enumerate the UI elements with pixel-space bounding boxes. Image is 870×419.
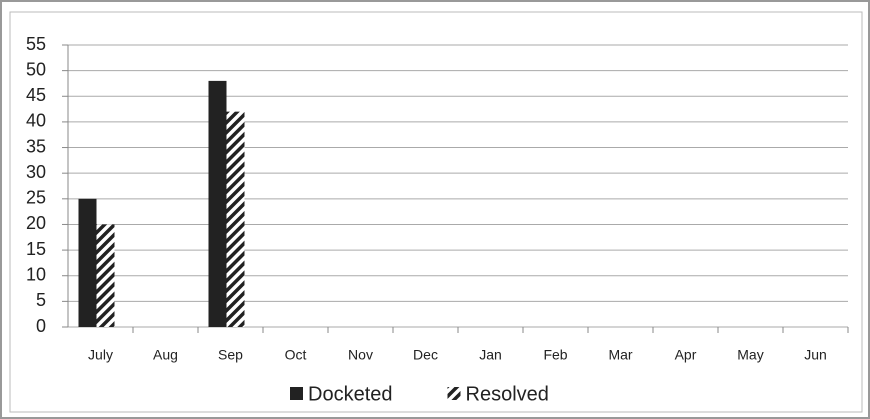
x-tick-label: Sep	[218, 347, 243, 363]
x-tick-label: July	[88, 347, 113, 363]
y-tick-label: 0	[36, 316, 46, 336]
bar	[226, 111, 245, 328]
x-tick-label: Jun	[804, 347, 827, 363]
x-tick-label: Jan	[479, 347, 502, 363]
x-tick-label: May	[737, 347, 763, 363]
y-tick-label: 30	[26, 162, 46, 182]
bar	[96, 224, 115, 327]
y-tick-label: 20	[26, 213, 46, 233]
legend-label: Docketed	[308, 383, 393, 405]
y-tick-label: 50	[26, 59, 46, 79]
legend-swatch	[290, 387, 303, 400]
x-tick-label: Dec	[413, 347, 438, 363]
x-tick-label: Aug	[153, 347, 178, 363]
y-tick-label: 10	[26, 264, 46, 284]
y-tick-label: 40	[26, 111, 46, 131]
bar	[208, 80, 227, 328]
x-tick-label: Mar	[608, 347, 632, 363]
bar	[78, 198, 97, 327]
y-tick-label: 25	[26, 188, 46, 208]
x-tick-label: Nov	[348, 347, 373, 363]
y-tick-label: 15	[26, 239, 46, 259]
plot-frame	[9, 11, 863, 413]
legend-label: Resolved	[466, 383, 549, 405]
legend-swatch	[447, 387, 461, 400]
x-tick-label: Feb	[543, 347, 567, 363]
y-tick-label: 35	[26, 136, 46, 156]
x-tick-label: Apr	[675, 347, 697, 363]
y-tick-label: 45	[26, 85, 46, 105]
y-tick-label: 55	[26, 34, 46, 54]
y-tick-label: 5	[36, 290, 46, 310]
x-tick-label: Oct	[285, 347, 307, 363]
